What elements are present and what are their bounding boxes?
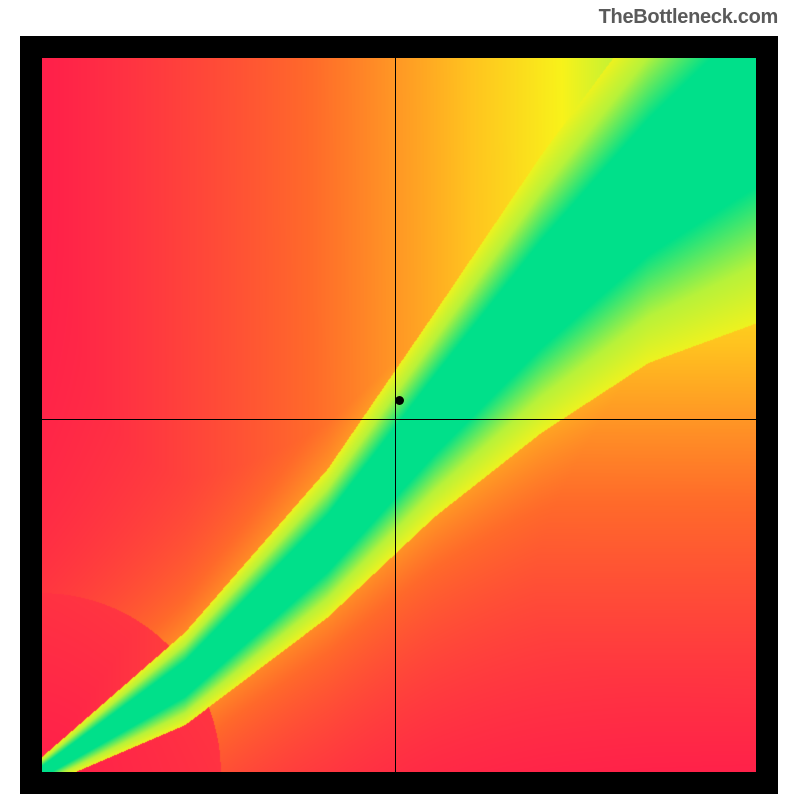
marker-dot bbox=[395, 396, 404, 405]
chart-frame bbox=[20, 36, 778, 794]
chart-container: TheBottleneck.com bbox=[0, 0, 800, 800]
attribution-label: TheBottleneck.com bbox=[599, 6, 778, 29]
crosshair-vertical bbox=[395, 58, 396, 772]
heatmap-canvas bbox=[42, 58, 756, 772]
crosshair-horizontal bbox=[42, 419, 756, 420]
